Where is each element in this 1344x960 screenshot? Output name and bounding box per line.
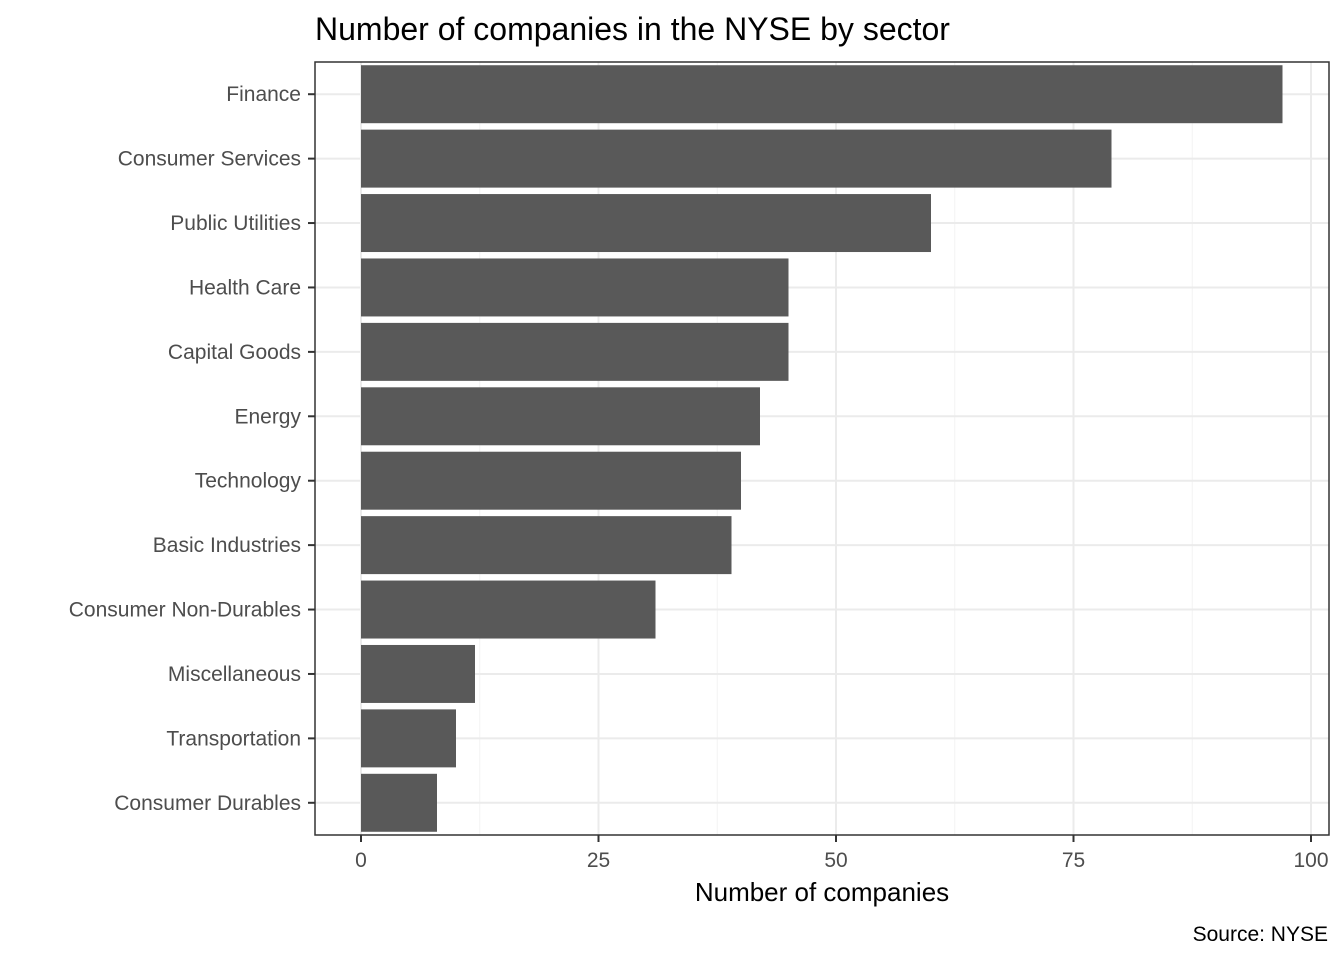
- x-axis: 0 25 50 75 100: [355, 835, 1329, 872]
- bar-basic-industries: [361, 516, 732, 575]
- bar-transportation: [361, 709, 456, 768]
- bar-consumer-durables: [361, 773, 437, 832]
- chart-title: Number of companies in the NYSE by secto…: [315, 11, 950, 47]
- y-tick-label: Capital Goods: [168, 341, 301, 364]
- y-axis: Finance Consumer Services Public Utilities…: [69, 83, 315, 815]
- bar-technology: [361, 451, 741, 510]
- bar-public-utilities: [361, 194, 931, 253]
- y-tick-label: Consumer Durables: [114, 792, 301, 815]
- y-tick-label: Health Care: [189, 276, 301, 299]
- chart-caption: Source: NYSE: [1193, 923, 1328, 946]
- y-tick-label: Transportation: [166, 727, 301, 750]
- x-tick-label: 100: [1293, 849, 1328, 872]
- y-tick-label: Technology: [195, 470, 302, 493]
- x-axis-title: Number of companies: [695, 877, 949, 907]
- x-tick-label: 50: [824, 849, 847, 872]
- y-tick-label: Finance: [226, 83, 301, 106]
- y-tick-label: Consumer Non-Durables: [69, 599, 301, 622]
- y-tick-label: Energy: [234, 405, 301, 428]
- bars: [361, 65, 1283, 832]
- x-tick-label: 25: [587, 849, 610, 872]
- x-tick-label: 0: [355, 849, 367, 872]
- y-tick-label: Consumer Services: [118, 148, 301, 171]
- bar-consumer-services: [361, 129, 1112, 188]
- y-tick-label: Miscellaneous: [168, 663, 301, 686]
- x-tick-label: 75: [1062, 849, 1085, 872]
- panel-border: [314, 61, 1330, 836]
- y-tick-label: Basic Industries: [153, 534, 301, 557]
- bar-finance: [361, 65, 1283, 124]
- bar-capital-goods: [361, 322, 789, 381]
- bar-consumer-non-durables: [361, 580, 656, 639]
- bar-energy: [361, 387, 760, 446]
- bar-miscellaneous: [361, 644, 475, 703]
- y-tick-label: Public Utilities: [170, 212, 301, 235]
- bar-health-care: [361, 258, 789, 317]
